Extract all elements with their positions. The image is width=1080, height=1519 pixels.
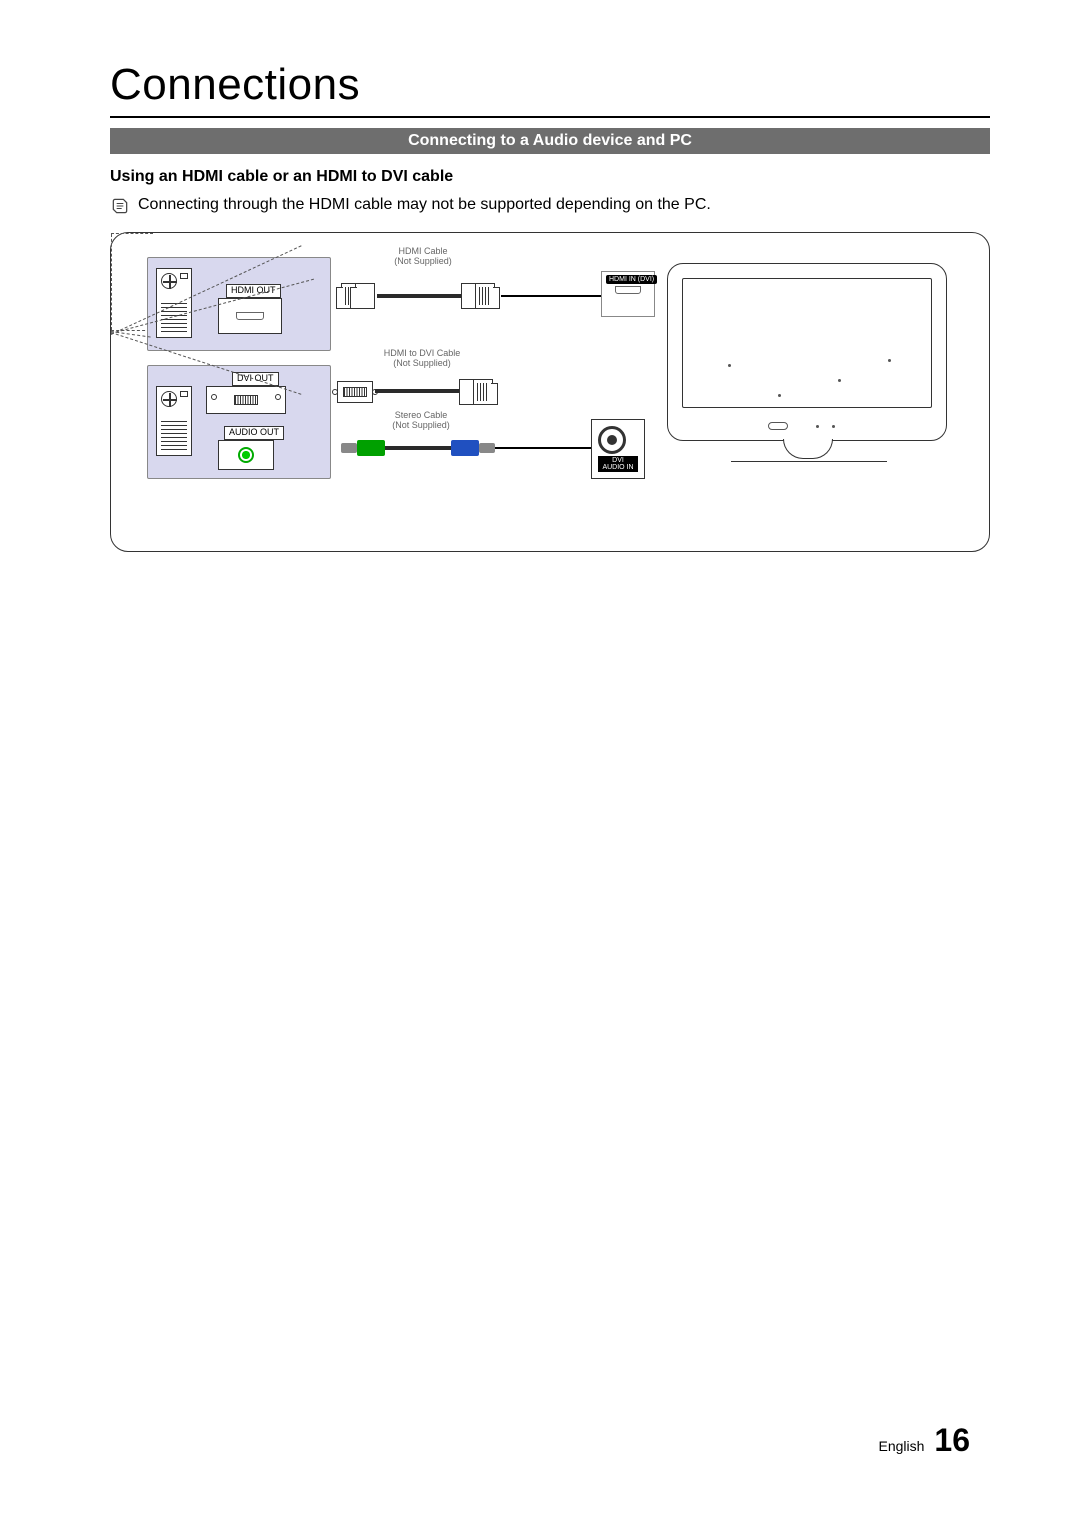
tv-hdmi-label: HDMI IN (DVI) [606,275,657,284]
note-text: Connecting through the HDMI cable may no… [138,196,711,214]
tv-outline [667,263,947,441]
pc-tower-icon-2 [156,386,192,456]
page-footer: English 16 [878,1422,970,1459]
stereo-plug-tip-left [341,443,357,453]
hdmi-out-port [218,298,282,334]
hdmi-dvi-cable-label: HDMI to DVI Cable(Not Supplied) [367,349,477,369]
section-header-bar: Connecting to a Audio device and PC [110,128,990,154]
stereo-cable-line [385,446,451,450]
stereo-plug-blue [451,440,479,456]
tv-stand-neck [783,439,833,459]
dvi-dashed-v [111,234,112,330]
dvi-dashed-h [111,233,153,234]
audio-out-port [218,440,274,470]
note-line: Connecting through the HDMI cable may no… [110,196,990,216]
tv-audio-label: DVIAUDIO IN [598,456,638,472]
footer-page-number: 16 [934,1422,970,1459]
subheading: Using an HDMI cable or an HDMI to DVI ca… [110,168,990,186]
dvi-connector-left [337,381,373,403]
stereo-to-tv-line [495,447,591,449]
hdmi-to-tv-line [501,295,601,297]
hdmi-connector-left-b [355,283,375,309]
hdmi-connector-right [475,283,495,309]
dvi-hdmi-connector-right [473,379,493,405]
hdmi-cable-line [377,294,461,298]
pc-dvi-block: DVI OUT AUDIO OUT [147,365,331,479]
footer-language: English [878,1438,924,1454]
tv-stand-base [731,461,887,462]
connection-diagram: HDMI OUT HDMI Cable(Not Supplied) DVI OU… [110,232,990,552]
tv-hdmi-panel: HDMI IN (DVI) [601,271,655,317]
tv-audio-jack-icon [598,426,626,454]
tv-audio-panel: DVIAUDIO IN [591,419,645,479]
pc-tower-icon [156,268,192,338]
hdmi-cable-label: HDMI Cable(Not Supplied) [373,247,473,267]
title-rule [110,116,990,118]
page-title: Connections [110,60,990,110]
audio-out-label: AUDIO OUT [224,426,284,440]
stereo-cable-label: Stereo Cable(Not Supplied) [376,411,466,431]
stereo-plug-tip-right [479,443,495,453]
dvi-out-port [206,386,286,414]
dvi-cable-line [375,389,459,393]
stereo-plug-green [357,440,385,456]
note-icon [110,196,130,216]
